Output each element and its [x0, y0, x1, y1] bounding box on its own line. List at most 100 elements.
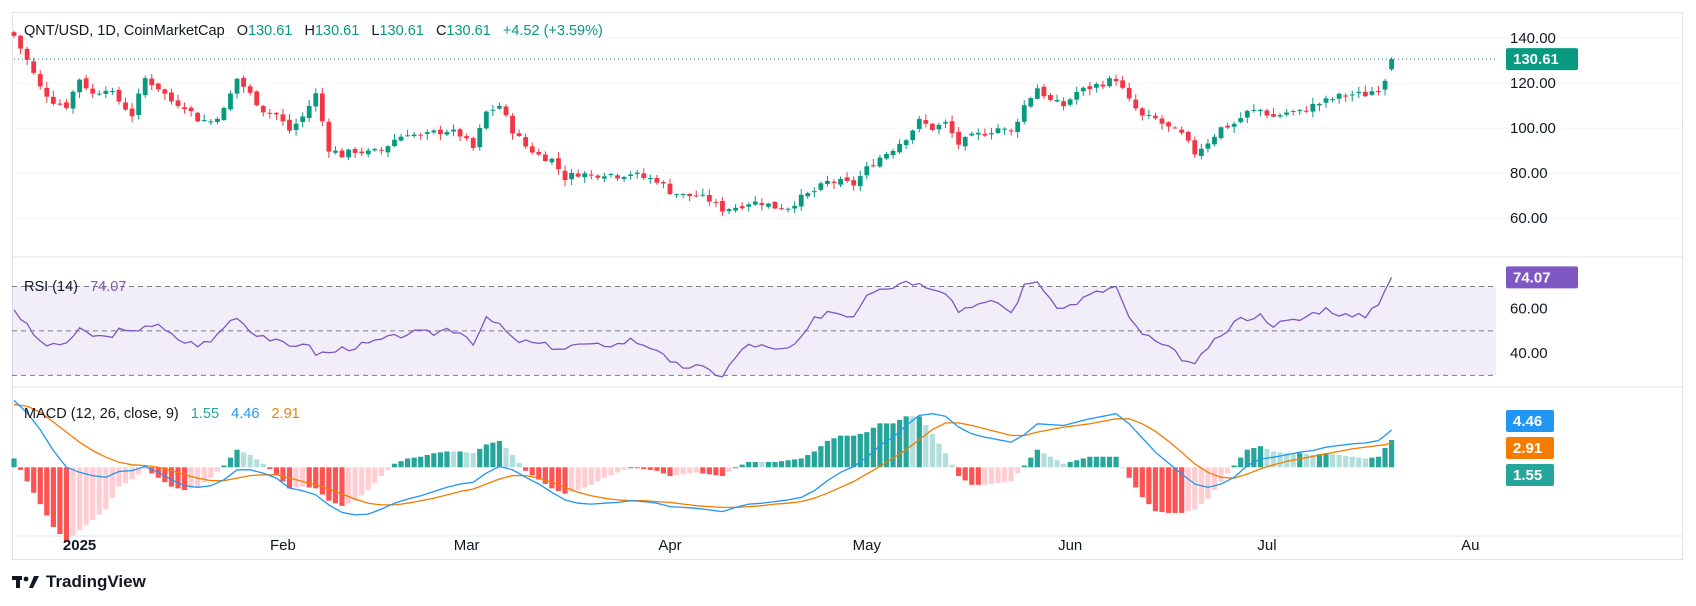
candle-body — [916, 118, 922, 129]
macd-histogram-bar — [1074, 460, 1080, 468]
candle-body — [1277, 115, 1283, 117]
macd-histogram-bar — [221, 465, 227, 468]
candle-body — [569, 172, 574, 180]
macd-histogram-bar — [332, 467, 339, 504]
candle-body — [1231, 123, 1237, 127]
candle-body — [64, 102, 69, 108]
candle-body — [562, 170, 568, 181]
candle-body — [870, 165, 876, 167]
candle-body — [346, 149, 351, 158]
candle-body — [175, 100, 181, 107]
macd-histogram-bar — [398, 461, 404, 468]
candle-body — [575, 173, 581, 177]
macd-histogram-bar — [424, 454, 430, 468]
candle-body — [818, 183, 824, 190]
macd-histogram-bar — [575, 467, 581, 491]
time-axis-label: Jul — [1257, 537, 1276, 554]
macd-histogram-bar — [1133, 467, 1139, 488]
candle-body — [110, 91, 115, 93]
macd-histogram-bar — [1067, 462, 1073, 468]
macd-histogram-bar — [1034, 449, 1040, 468]
candle-body — [956, 131, 962, 145]
low-label: L — [371, 23, 380, 39]
candle-body — [438, 129, 443, 135]
macd-histogram-bar — [1192, 467, 1198, 510]
candle-body — [1303, 110, 1309, 112]
macd-histogram-bar — [17, 467, 24, 470]
candle-body — [766, 203, 771, 207]
candle-body — [890, 150, 896, 156]
macd-histogram-bar — [1047, 456, 1054, 468]
candle-body — [1330, 99, 1335, 101]
macd-histogram-bar — [903, 416, 909, 468]
candle-body — [188, 107, 194, 112]
macd-histogram-bar — [890, 423, 896, 468]
macd-histogram-bar — [273, 467, 279, 475]
macd-histogram-bar — [57, 467, 63, 535]
macd-histogram-bar — [1172, 467, 1178, 513]
candle-body — [930, 123, 935, 130]
macd-histogram-bar — [234, 449, 240, 468]
candle-body — [969, 133, 975, 136]
macd-histogram-bar — [1205, 467, 1211, 499]
candle-body — [949, 121, 955, 134]
macd-histogram-bar — [1310, 454, 1316, 468]
macd-histogram-bar — [897, 419, 903, 468]
candle-body — [1159, 118, 1165, 124]
macd-histogram-bar — [1329, 454, 1336, 468]
macd-histogram-bar — [168, 467, 175, 487]
macd-histogram-bar — [778, 461, 785, 468]
macd-histogram-bar — [339, 467, 345, 506]
macd-histogram-bar — [1382, 447, 1388, 468]
candle-body — [103, 90, 109, 94]
macd-histogram-bar — [188, 467, 194, 489]
price-axis-tick: 80.00 — [1510, 165, 1548, 182]
candle-body — [214, 118, 220, 122]
candle-body — [621, 177, 627, 180]
macd-histogram-bar — [1244, 449, 1250, 468]
macd-histogram-bar — [37, 467, 43, 505]
macd-histogram-bar — [916, 416, 922, 468]
macd-histogram-bar — [503, 447, 509, 468]
macd-histogram-bar — [247, 454, 253, 468]
high-value: 130.61 — [314, 23, 360, 39]
macd-histogram-bar — [1238, 457, 1244, 468]
candle-body — [1310, 103, 1316, 112]
macd-histogram-bar — [719, 467, 726, 477]
candle-body — [1133, 99, 1139, 109]
macd-histogram-bar — [1028, 457, 1034, 468]
macd-histogram-bar — [956, 467, 962, 477]
macd-histogram-bar — [70, 467, 76, 536]
macd-histogram-bar — [208, 467, 214, 478]
macd-histogram-bar — [11, 458, 17, 468]
macd-histogram-bar — [129, 467, 135, 480]
candle-body — [897, 143, 902, 153]
macd-histogram-bar — [103, 467, 109, 510]
macd-histogram-bar — [837, 435, 844, 468]
candle-body — [634, 172, 640, 174]
candle-body — [746, 204, 752, 207]
candle-body — [326, 121, 332, 152]
candle-body — [779, 208, 784, 210]
candle-body — [588, 174, 594, 176]
candle-body — [700, 194, 706, 196]
candle-body — [529, 146, 535, 153]
candle-body — [536, 151, 542, 155]
candle-body — [1139, 108, 1145, 116]
candle-body — [431, 130, 437, 133]
candle-body — [654, 177, 660, 183]
macd-histogram-bar — [122, 467, 129, 484]
tradingview-logo[interactable]: TradingView — [12, 572, 146, 592]
candle-body — [241, 77, 246, 87]
candle-body — [851, 180, 857, 186]
candle-body — [1198, 148, 1204, 156]
macd-histogram-bar — [588, 467, 594, 485]
macd-histogram-bar — [634, 467, 640, 469]
macd-histogram-bar — [726, 467, 732, 472]
macd-histogram-bar — [1015, 467, 1021, 474]
macd-histogram-bar — [1270, 451, 1277, 468]
candle-body — [1008, 130, 1014, 132]
macd-legend: MACD (12, 26, close, 9) 1.55 4.46 2.91 — [24, 406, 300, 422]
candle-body — [1028, 98, 1034, 107]
